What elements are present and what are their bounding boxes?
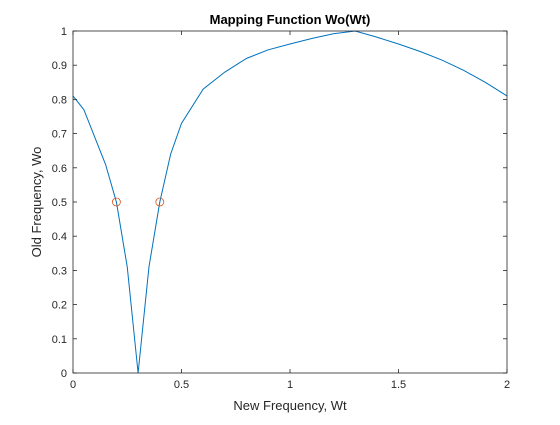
x-axis-label: New Frequency, Wt bbox=[233, 398, 347, 413]
plot-area bbox=[73, 31, 507, 373]
y-tick-label: 0.9 bbox=[52, 60, 67, 72]
scatter-marker-1 bbox=[155, 197, 165, 207]
axes-layer: 0 0.5 1 1.5 2 0 0.1 0.2 0.3 0.4 0.5 0.6 0.7 0.8 0.9 1 bbox=[52, 26, 510, 391]
series-layer bbox=[72, 30, 508, 374]
x-tick-label: 0 bbox=[70, 379, 76, 391]
y-tick-label: 0.7 bbox=[52, 129, 67, 141]
scatter-marker-0 bbox=[112, 197, 121, 207]
y-tick-label: 0.4 bbox=[52, 231, 67, 243]
chart-title: Mapping Function Wo(Wt) bbox=[210, 12, 371, 27]
y-tick-label: 0.5 bbox=[52, 197, 67, 209]
y-tick-label: 0.2 bbox=[52, 300, 67, 312]
y-tick-label: 0.3 bbox=[52, 265, 67, 277]
x-tick-label: 2 bbox=[504, 379, 510, 391]
x-tick-label: 1 bbox=[287, 379, 293, 391]
plot-background bbox=[73, 31, 507, 373]
x-tick-label: 1.5 bbox=[391, 379, 406, 391]
y-tick-label: 0.6 bbox=[52, 163, 67, 175]
y-tick-label: 0.1 bbox=[52, 334, 67, 346]
y-tick-label: 0.8 bbox=[52, 94, 67, 106]
y-tick-label: 1 bbox=[61, 26, 67, 38]
series-line-0 bbox=[72, 30, 508, 374]
y-axis-label: Old Frequency, Wo bbox=[29, 147, 44, 258]
y-tick-label: 0 bbox=[61, 368, 67, 380]
x-tick-label: 0.5 bbox=[174, 379, 189, 391]
